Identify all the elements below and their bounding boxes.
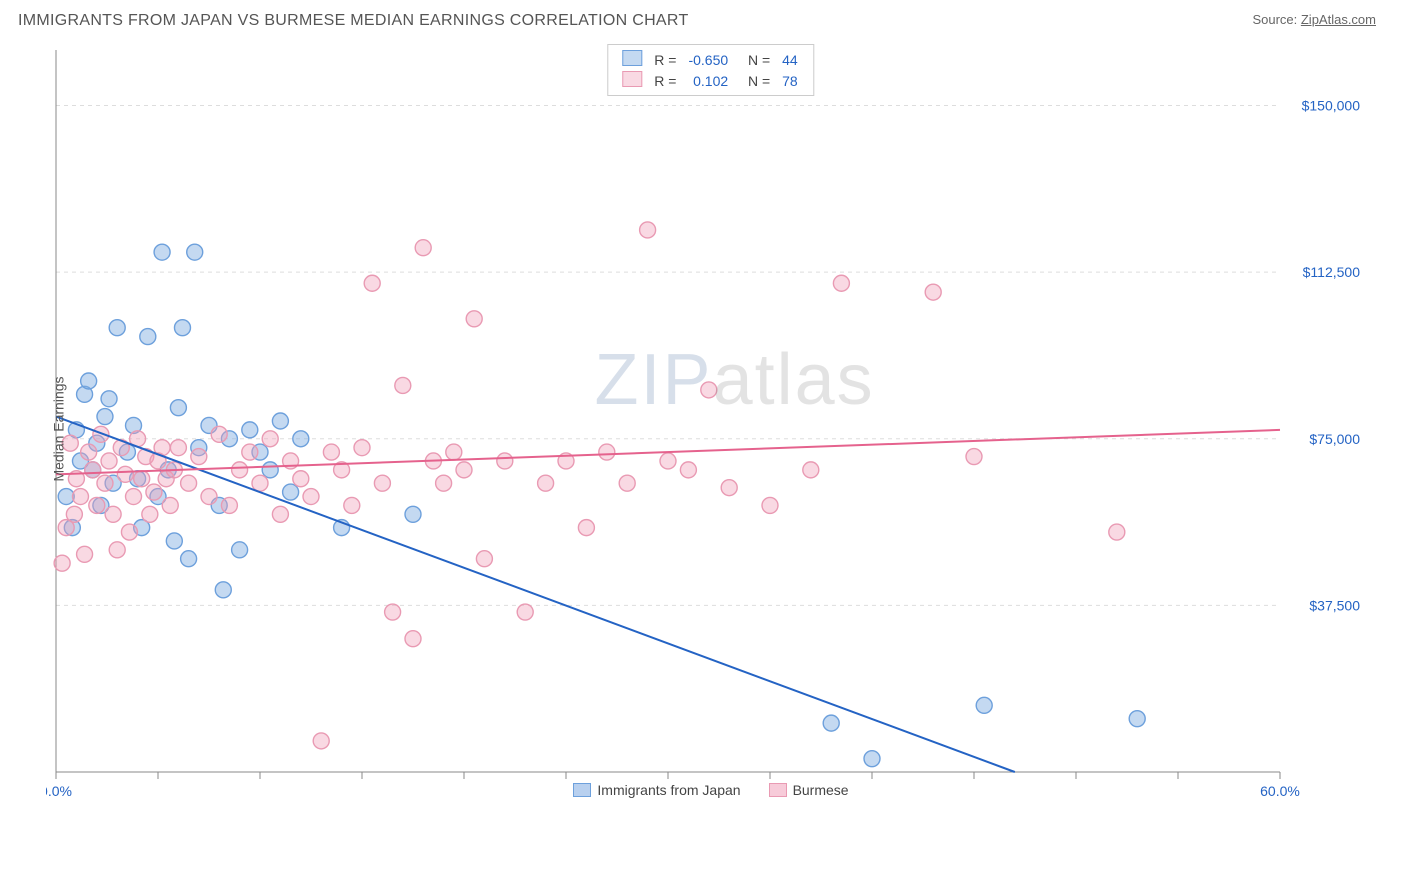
- source-prefix: Source:: [1252, 12, 1300, 27]
- legend-item: Burmese: [769, 782, 849, 798]
- svg-text:$75,000: $75,000: [1309, 431, 1360, 447]
- page-title: IMMIGRANTS FROM JAPAN VS BURMESE MEDIAN …: [18, 12, 689, 30]
- legend-row-burmese: R = 0.102 N = 78: [616, 70, 803, 91]
- correlation-legend: R = -0.650 N = 44 R = 0.102 N = 78: [607, 44, 814, 96]
- svg-text:$150,000: $150,000: [1302, 98, 1361, 114]
- svg-text:$112,500: $112,500: [1303, 264, 1361, 280]
- legend-row-japan: R = -0.650 N = 44: [616, 49, 803, 70]
- legend-swatch: [573, 783, 591, 797]
- legend-label: Burmese: [793, 782, 849, 798]
- legend-label: Immigrants from Japan: [597, 782, 740, 798]
- chart-container: Median Earnings R = -0.650 N = 44 R = 0.…: [46, 44, 1376, 814]
- y-axis-label: Median Earnings: [51, 376, 67, 481]
- source-link[interactable]: ZipAtlas.com: [1301, 12, 1376, 27]
- scatter-plot: $37,500$75,000$112,500$150,0000.0%60.0%: [46, 44, 1366, 814]
- swatch-japan: [622, 50, 642, 66]
- legend-swatch: [769, 783, 787, 797]
- n-value-japan: 44: [776, 49, 804, 70]
- n-value-burmese: 78: [776, 70, 804, 91]
- r-value-japan: -0.650: [682, 49, 734, 70]
- series-legend: Immigrants from Japan Burmese: [46, 782, 1376, 800]
- source-attribution: Source: ZipAtlas.com: [1252, 12, 1376, 27]
- r-value-burmese: 0.102: [682, 70, 734, 91]
- legend-item: Immigrants from Japan: [573, 782, 740, 798]
- swatch-burmese: [622, 71, 642, 87]
- svg-text:$37,500: $37,500: [1309, 597, 1360, 613]
